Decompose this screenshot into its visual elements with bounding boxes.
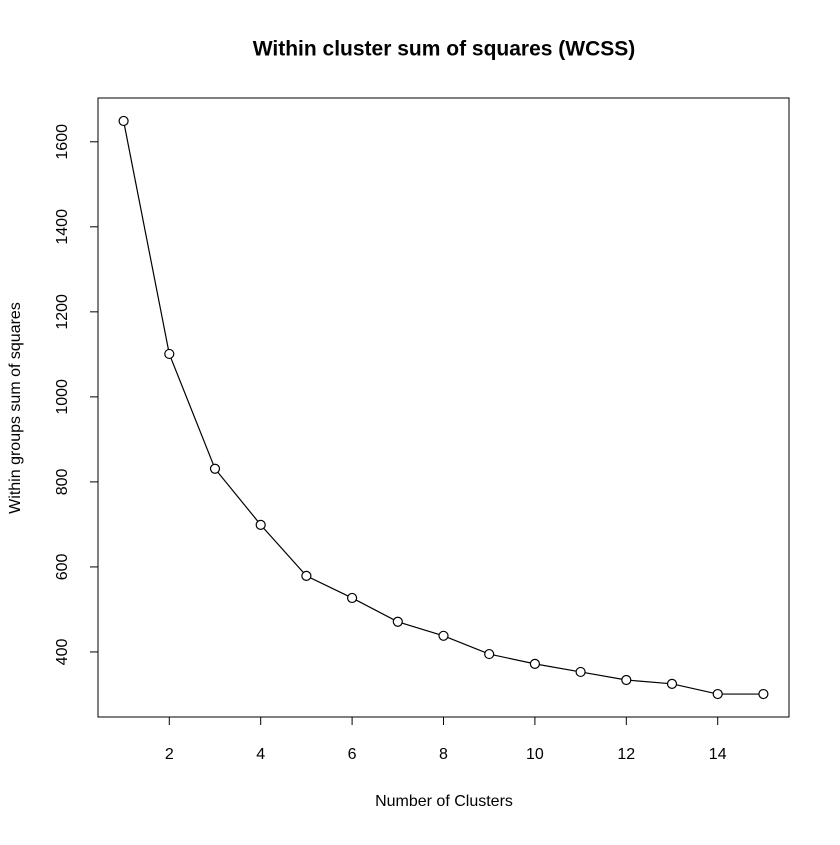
y-tick-label: 600 <box>54 553 71 580</box>
point <box>666 678 678 689</box>
y-tick-label: 1200 <box>54 294 71 330</box>
line <box>123 120 764 695</box>
x-tick-label: 12 <box>617 746 635 763</box>
point <box>758 688 769 700</box>
x-tick-label: 4 <box>256 746 265 763</box>
chart-title: Within cluster sum of squares (WCSS) <box>253 38 636 61</box>
x-axis-label: Number of Clusters <box>375 793 513 810</box>
x-tick-label: 8 <box>439 746 448 763</box>
point <box>484 648 495 660</box>
y-axis-label: Within groups sum of squares <box>7 302 24 514</box>
y-tick-label: 1400 <box>54 209 71 245</box>
y-tick-label: 400 <box>54 639 71 666</box>
point <box>118 115 129 127</box>
point <box>438 630 449 641</box>
point <box>621 674 632 686</box>
x-tick-label: 14 <box>709 746 727 763</box>
point <box>164 348 175 360</box>
point <box>575 666 586 678</box>
y-tick-label: 800 <box>54 468 71 495</box>
point <box>712 688 723 700</box>
point <box>346 592 358 604</box>
plot-box <box>97 97 790 718</box>
x-tick-label: 6 <box>348 746 357 763</box>
point <box>392 616 403 627</box>
point <box>529 658 541 669</box>
y-tick-label: 1000 <box>54 379 71 415</box>
x-tick-label: 10 <box>526 746 544 763</box>
point <box>255 519 266 530</box>
point <box>209 463 221 474</box>
y-tick-label: 1600 <box>54 124 71 160</box>
point <box>301 570 312 581</box>
x-tick-label: 2 <box>165 746 174 763</box>
